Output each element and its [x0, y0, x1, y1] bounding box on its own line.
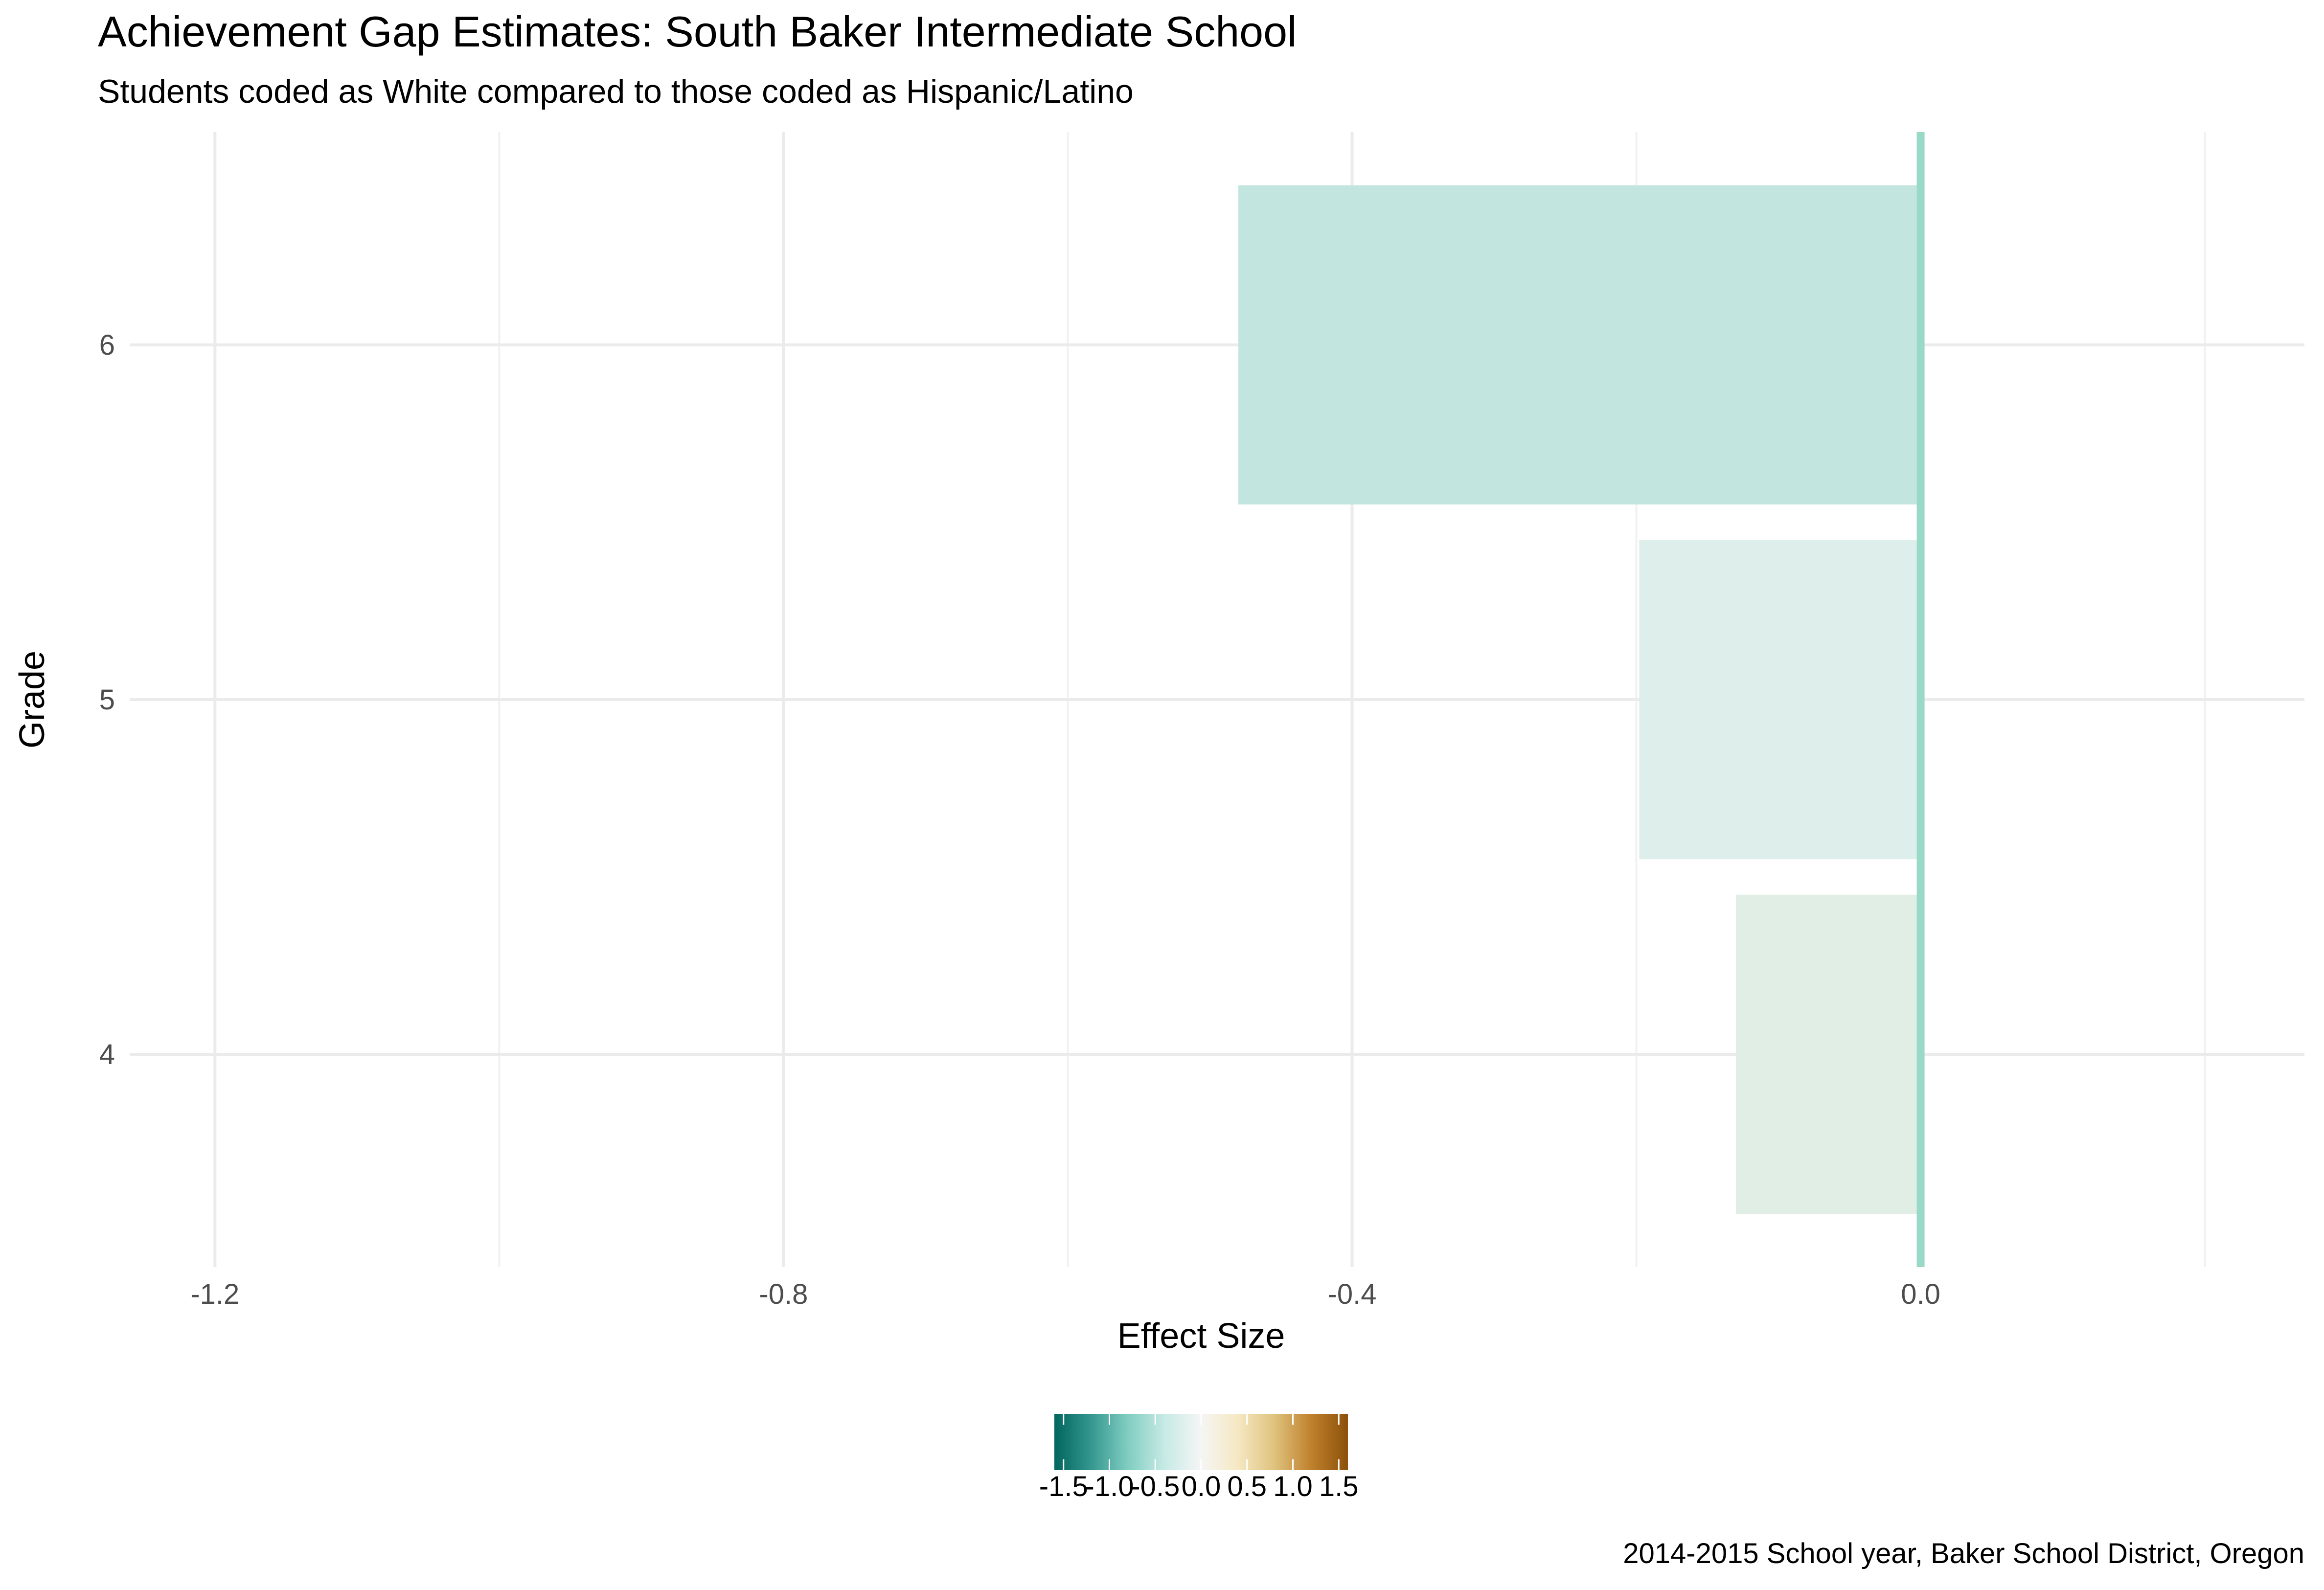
y-tick-label: 5 — [99, 684, 115, 716]
y-tick-label: 4 — [99, 1039, 115, 1070]
y-tick-label: 6 — [99, 329, 115, 361]
y-axis-title: Grade — [13, 651, 52, 749]
legend-tick-label: -0.5 — [1131, 1471, 1180, 1502]
legend-tick-label: 1.0 — [1273, 1471, 1313, 1502]
grid — [130, 132, 2304, 1267]
legend-tick-label: 1.5 — [1319, 1471, 1359, 1502]
bar-grade-5 — [1639, 540, 1921, 860]
x-tick-label: 0.0 — [1901, 1278, 1940, 1310]
chart-caption: 2014-2015 School year, Baker School Dist… — [1623, 1538, 2304, 1569]
x-tick-label: -0.8 — [759, 1278, 808, 1310]
x-axis-title: Effect Size — [1117, 1317, 1285, 1356]
x-tick-label: -1.2 — [190, 1278, 239, 1310]
x-tick-label: -0.4 — [1328, 1278, 1377, 1310]
legend-tick-label: 0.0 — [1182, 1471, 1221, 1502]
legend-tick-label: -1.5 — [1039, 1471, 1088, 1502]
legend-tick-label: -1.0 — [1085, 1471, 1134, 1502]
x-axis-ticks: -1.2 -0.8 -0.4 0.0 — [190, 1278, 1940, 1310]
y-axis-ticks: 4 5 6 — [99, 329, 115, 1070]
chart-subtitle: Students coded as White compared to thos… — [98, 73, 1134, 110]
chart-title: Achievement Gap Estimates: South Baker I… — [98, 7, 1297, 56]
color-legend: -1.5-1.0-0.5 0.0 0.5 1.0 1.5 — [1039, 1414, 1359, 1502]
bar-grade-4 — [1735, 894, 1921, 1214]
bars — [1238, 185, 1921, 1214]
bar-grade-6 — [1238, 185, 1921, 505]
legend-tick-label: 0.5 — [1227, 1471, 1267, 1502]
